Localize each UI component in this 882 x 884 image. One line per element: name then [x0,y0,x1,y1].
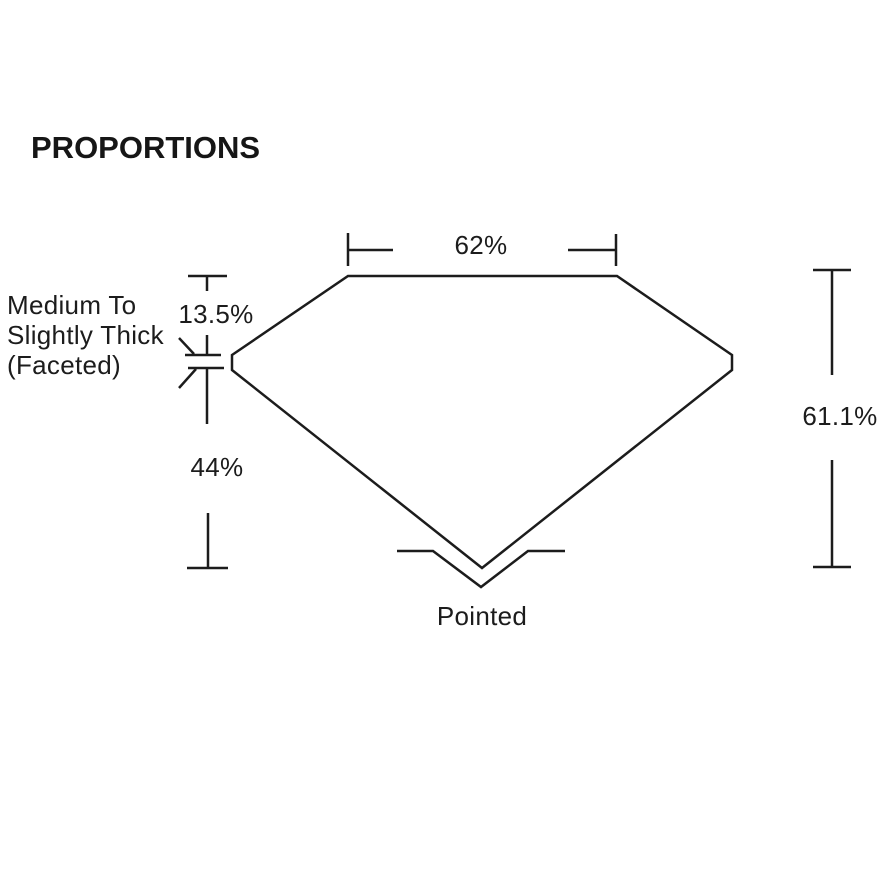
total-depth-label: 61.1% [802,401,878,431]
girdle-bottom-leader [178,368,197,389]
diamond-outline [230,274,734,570]
girdle-top-leader [178,337,195,355]
girdle-description-line-2: Slightly Thick [7,320,164,350]
pavilion-depth-label: 44% [190,452,244,482]
table-width-label: 62% [454,230,508,260]
culet-callout [397,549,565,589]
crown-height-label: 13.5% [178,299,254,329]
girdle-description-line-1: Medium To [7,290,137,320]
girdle-description-line-3: (Faceted) [7,350,121,380]
girdle-thickness-marker [178,337,224,389]
culet-label: Pointed [436,601,528,631]
page-title: PROPORTIONS [31,130,261,165]
crown-height-dimension [188,274,227,355]
table-width-dimension [346,233,618,266]
culet-chevron [397,549,565,589]
pavilion-depth-dimension [187,368,228,570]
girdle-description: Medium To Slightly Thick (Faceted) [7,290,164,380]
total-depth-dimension [813,268,851,569]
